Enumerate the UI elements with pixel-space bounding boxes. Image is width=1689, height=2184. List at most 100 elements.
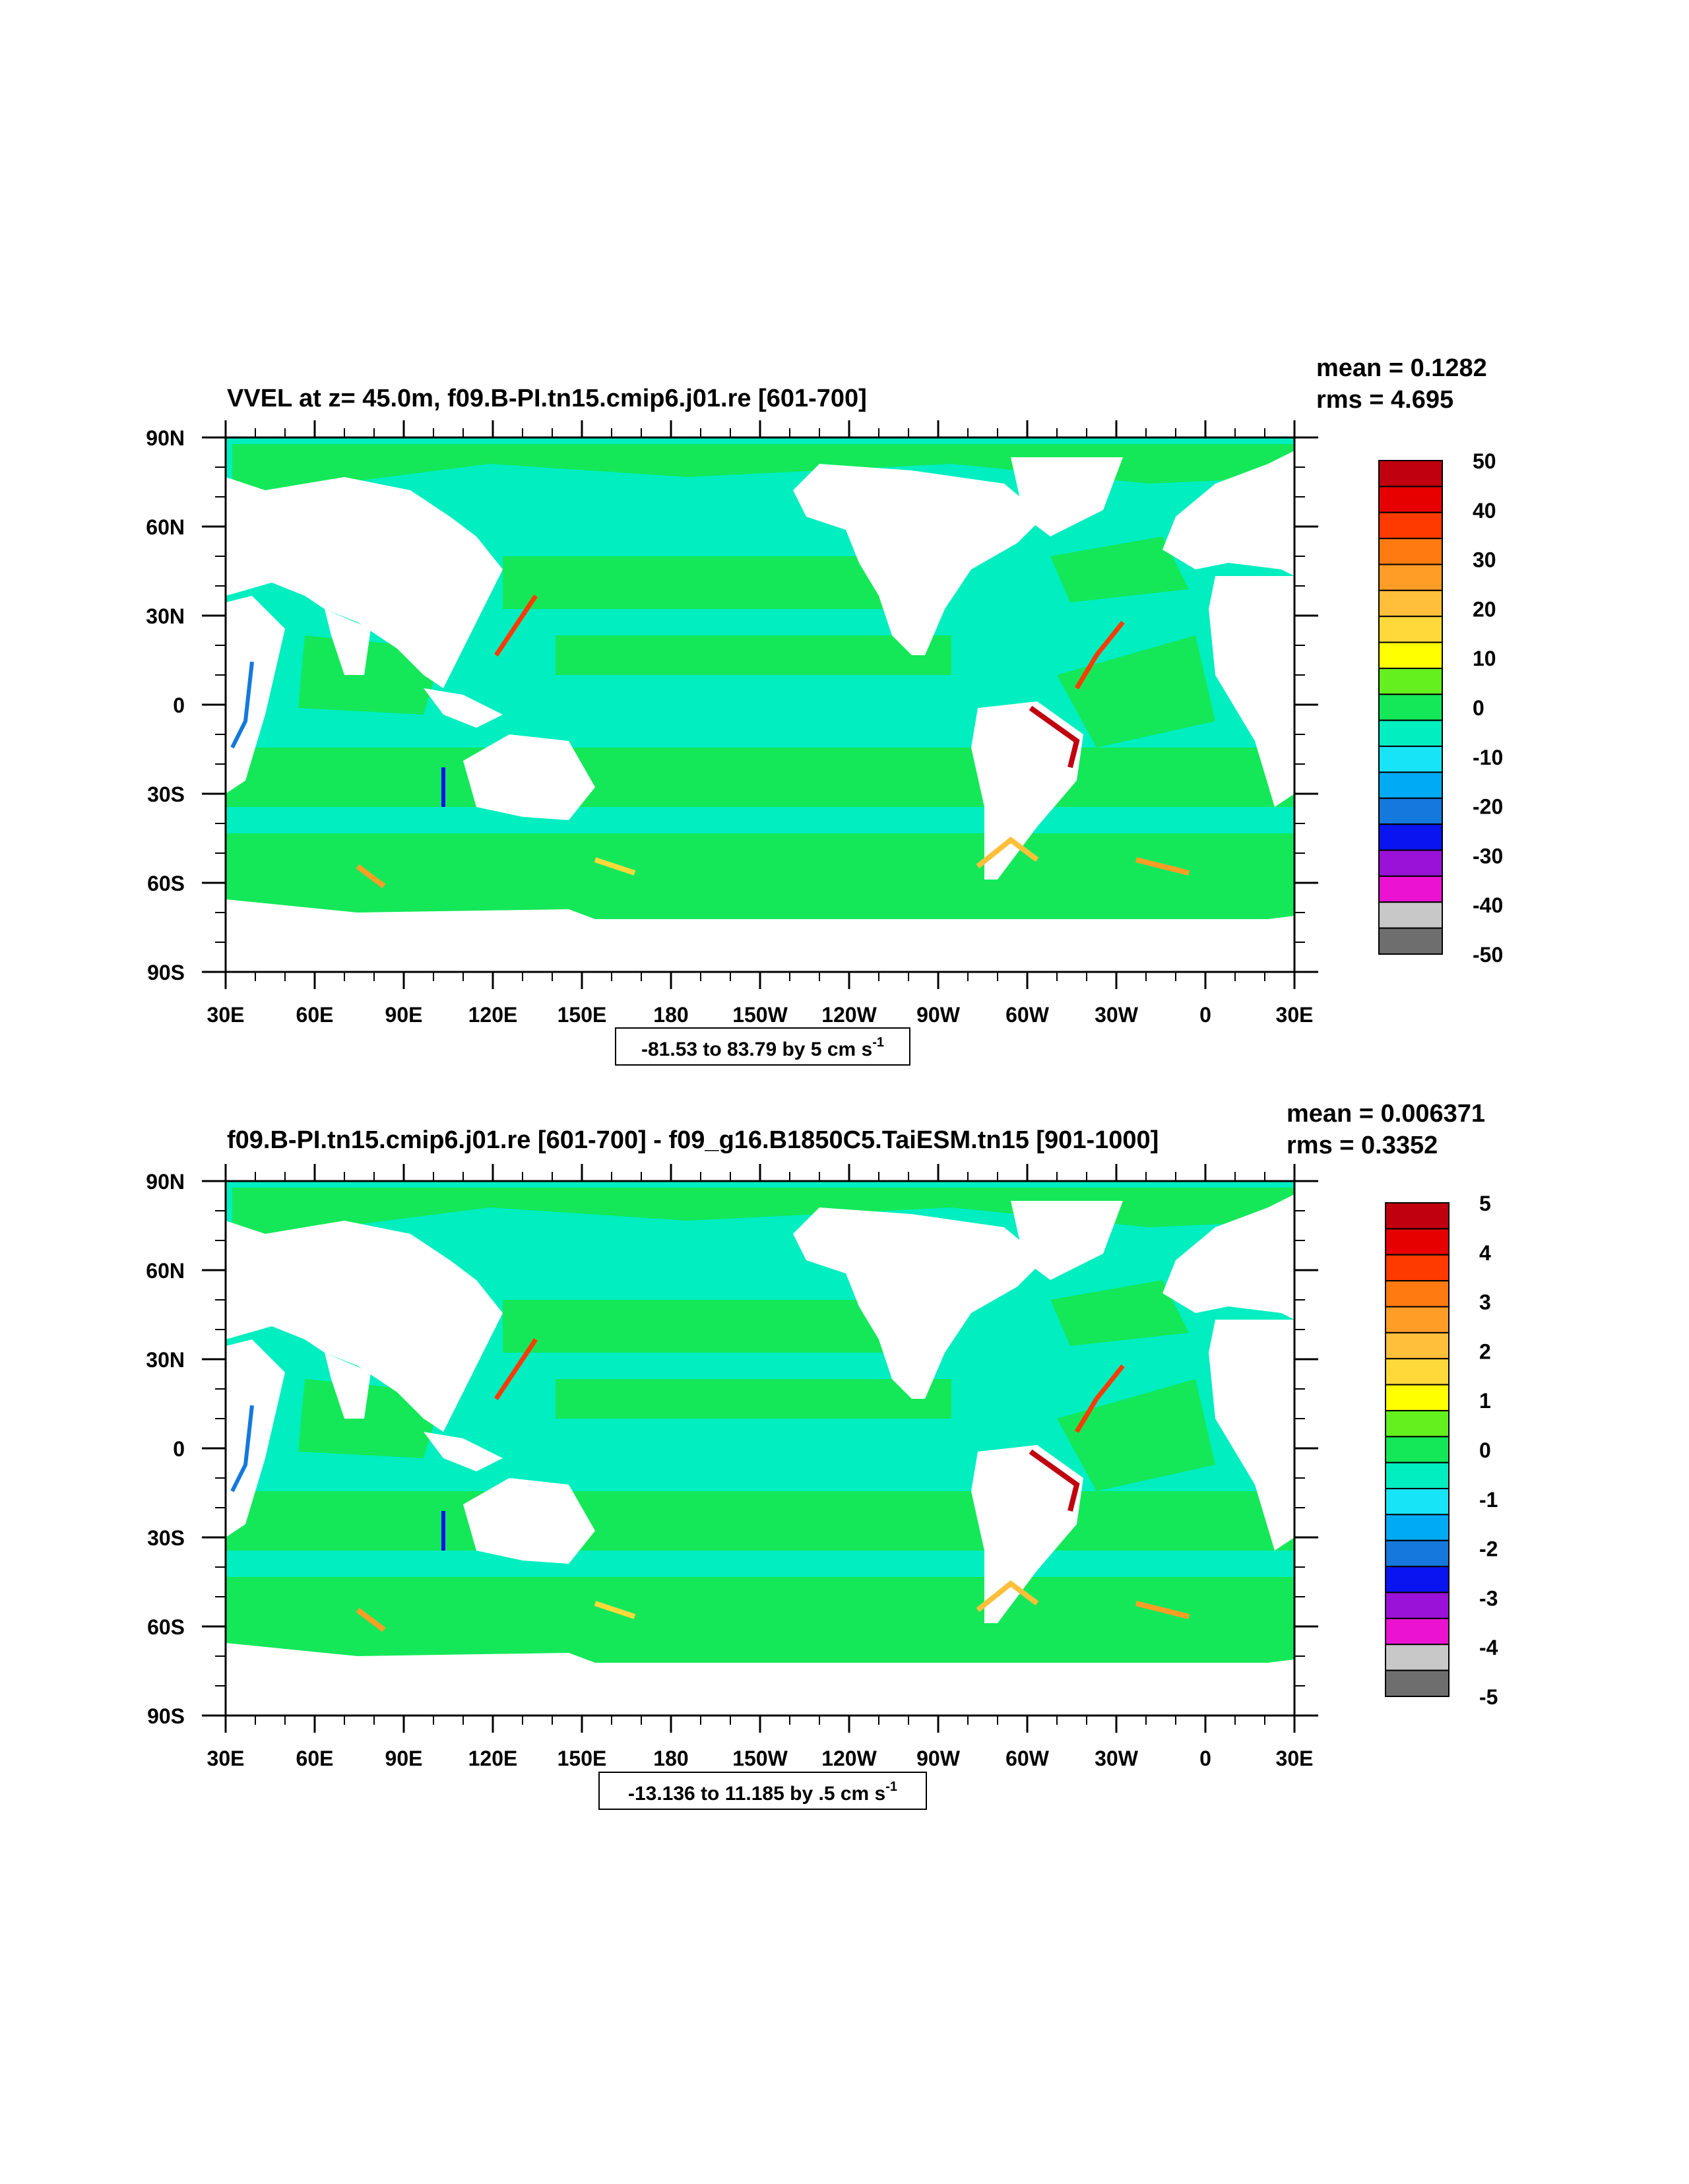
colorbar-label: 5 [1479,1192,1491,1215]
panel-title: f09.B-PI.tn15.cmip6.j01.re [601-700] - f… [227,1126,1159,1154]
colorbar-label: 40 [1473,499,1496,523]
colorbar-box [1378,538,1443,565]
y-tick-label: 30N [146,604,185,628]
contour-info-sup: -1 [885,1780,897,1794]
colorbar-box [1385,1358,1450,1386]
colorbar-label: 0 [1473,696,1484,720]
y-tick-label: 0 [173,1437,185,1461]
colorbar-box [1385,1409,1450,1438]
contour-info-main: -81.53 to 83.79 by 5 cm s [641,1039,872,1060]
ocean-velocity-field [226,1181,1294,1716]
colorbar-label: -20 [1473,795,1503,819]
y-tick-label: 90S [147,961,185,984]
colorbar-label: 3 [1479,1291,1491,1314]
colorbar-label: 30 [1473,548,1496,572]
colorbar-label: -10 [1473,746,1503,769]
colorbar-label: -2 [1479,1537,1498,1561]
y-tick-label: 0 [173,693,185,717]
y-tick-label: 60N [146,1259,185,1283]
colorbar-box [1378,641,1443,669]
colorbar-box [1385,1202,1450,1230]
x-tick-label: 150W [732,1747,788,1770]
x-tick-label: 60W [1005,1003,1050,1027]
y-tick-label: 30N [146,1348,185,1372]
colorbar-label: -50 [1473,943,1503,967]
x-tick-label: 30W [1095,1747,1139,1770]
y-tick-label: 60S [147,1615,185,1639]
x-tick-label: 180 [653,1747,688,1770]
colorbar-box [1378,667,1443,695]
colorbar-box [1385,1488,1450,1516]
x-tick-label: 120E [468,1003,518,1027]
colorbar-box [1385,1669,1450,1698]
colorbar-box [1378,719,1443,748]
colorbar-label: -30 [1473,844,1503,868]
ocean-velocity-field [226,437,1294,972]
y-tick-label: 90N [146,1170,185,1194]
colorbar-label: -3 [1479,1586,1498,1610]
map-panel-1: VVEL at z= 45.0m, f09.B-PI.tn15.cmip6.j0… [146,354,1503,1066]
colorbar-label: 4 [1479,1241,1491,1265]
colorbar-label: 10 [1473,647,1496,670]
x-tick-label: 30E [207,1747,245,1770]
colorbar-box [1378,486,1443,513]
colorbar-box [1378,693,1443,721]
colorbar-box [1385,1591,1450,1619]
colorbar-box [1378,823,1443,851]
contour-info-text: -13.136 to 11.185 by .5 cm s-1 [628,1780,897,1805]
x-tick-label: 120W [821,1747,877,1770]
mean-value: mean = 0.006371 [1287,1100,1485,1128]
colorbar-label: 20 [1473,597,1496,621]
x-tick-label: 90E [385,1003,423,1027]
x-tick-label: 60W [1005,1747,1050,1770]
colorbar-label: 50 [1473,449,1496,473]
colorbar-label: 1 [1479,1389,1491,1413]
y-tick-label: 30S [147,783,185,806]
contour-info-sup: -1 [872,1035,884,1050]
colorbar-box [1385,1228,1450,1256]
colorbar-box [1385,1514,1450,1541]
colorbar-box [1385,1306,1450,1333]
colorbar-box [1378,849,1443,877]
colorbar-label: -4 [1479,1636,1498,1659]
colorbar-box [1378,875,1443,903]
contour-info-text: -81.53 to 83.79 by 5 cm s-1 [641,1035,884,1060]
colorbar-label: -5 [1479,1685,1498,1709]
colorbar-label: -40 [1473,893,1503,917]
x-tick-label: 30E [207,1003,245,1027]
x-tick-label: 30W [1095,1003,1139,1027]
x-tick-label: 60E [296,1747,334,1770]
rms-value: rms = 0.3352 [1287,1132,1438,1159]
x-tick-label: 180 [653,1003,688,1027]
colorbar-box [1385,1539,1450,1568]
colorbar-box [1385,1644,1450,1671]
colorbar-box [1385,1254,1450,1282]
x-tick-label: 90W [916,1003,961,1027]
colorbar-label: 0 [1479,1438,1491,1462]
panel-title: VVEL at z= 45.0m, f09.B-PI.tn15.cmip6.j0… [227,385,867,412]
colorbar-label: 2 [1479,1339,1491,1363]
colorbar-box [1378,927,1443,955]
contour-info-box [598,1772,927,1810]
x-tick-label: 30E [1276,1003,1314,1027]
map-panel-2: f09.B-PI.tn15.cmip6.j01.re [601-700] - f… [146,1100,1498,1810]
colorbar-box [1385,1280,1450,1308]
x-tick-label: 90W [916,1747,961,1770]
x-tick-label: 60E [296,1003,334,1027]
y-tick-label: 30S [147,1526,185,1550]
colorbar-box [1385,1461,1450,1490]
x-tick-label: 150E [558,1003,607,1027]
colorbar-box [1378,563,1443,591]
colorbar-box [1385,1384,1450,1411]
y-tick-label: 60S [147,872,185,895]
mean-value: mean = 0.1282 [1316,354,1487,382]
y-tick-label: 90S [147,1704,185,1728]
colorbar-box [1385,1332,1450,1360]
contour-info-box [615,1027,910,1066]
colorbar-box [1378,511,1443,540]
colorbar-box [1378,746,1443,773]
contour-info-main: -13.136 to 11.185 by .5 cm s [628,1783,885,1805]
colorbar-box [1385,1566,1450,1593]
y-tick-label: 90N [146,426,185,450]
